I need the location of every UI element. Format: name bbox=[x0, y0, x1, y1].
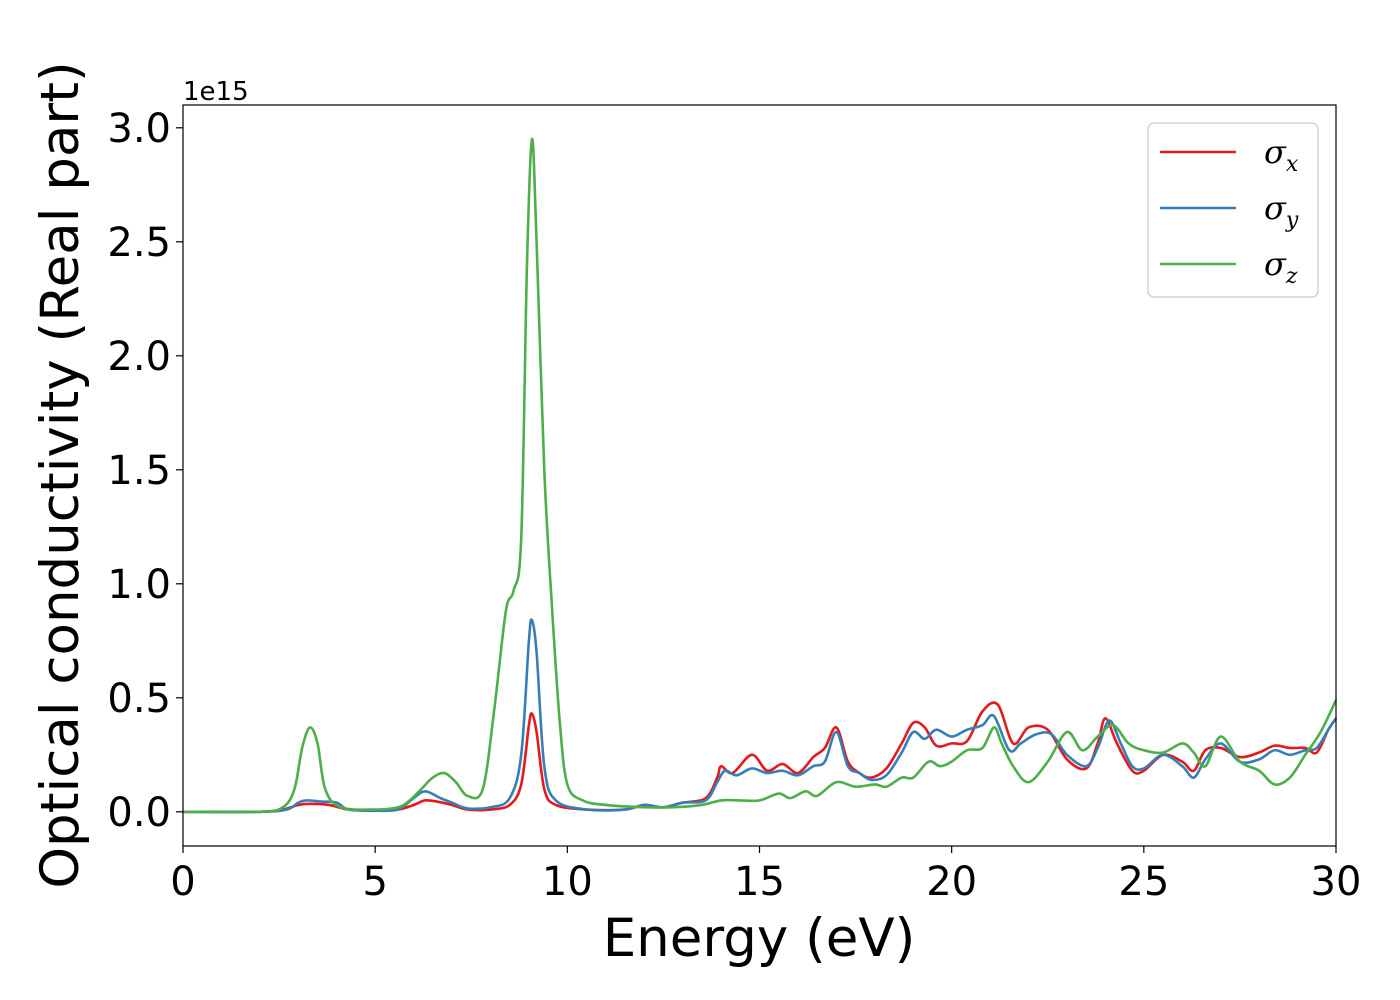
series-line-x bbox=[182, 701, 1338, 814]
y-offset-label: 1e15 bbox=[183, 77, 249, 107]
y-axis: 0.0 0.5 1.0 1.5 2.0 2.5 3.0 bbox=[107, 106, 183, 836]
x-tick-label: 25 bbox=[1118, 859, 1169, 905]
x-tick-label: 15 bbox=[734, 859, 785, 905]
x-tick-label: 0 bbox=[170, 859, 195, 905]
y-tick-label: 0.0 bbox=[107, 790, 171, 836]
series-line-z bbox=[182, 137, 1338, 814]
y-tick-label: 2.5 bbox=[107, 220, 171, 266]
legend-label-y: σy bbox=[1264, 189, 1299, 233]
legend-box bbox=[1147, 122, 1319, 298]
x-tick-label: 5 bbox=[362, 859, 387, 905]
x-axis: 0 5 10 15 20 25 30 bbox=[170, 846, 1361, 905]
legend-label-x: σx bbox=[1264, 133, 1299, 177]
y-tick-label: 3.0 bbox=[107, 106, 171, 152]
x-tick-label: 10 bbox=[542, 859, 593, 905]
x-tick-label: 20 bbox=[926, 859, 977, 905]
x-tick-label: 30 bbox=[1311, 859, 1362, 905]
legend-label-z: σz bbox=[1264, 245, 1298, 289]
y-tick-label: 2.0 bbox=[107, 334, 171, 380]
series-line-y bbox=[182, 618, 1338, 814]
y-tick-label: 1.0 bbox=[107, 562, 171, 608]
y-tick-label: 0.5 bbox=[107, 676, 171, 722]
y-tick-label: 1.5 bbox=[107, 448, 171, 494]
legend: σx σy σz bbox=[1147, 122, 1319, 298]
y-axis-label: Optical conductivity (Real part) bbox=[30, 61, 91, 888]
x-axis-label: Energy (eV) bbox=[603, 908, 916, 969]
series-lines bbox=[182, 137, 1338, 814]
